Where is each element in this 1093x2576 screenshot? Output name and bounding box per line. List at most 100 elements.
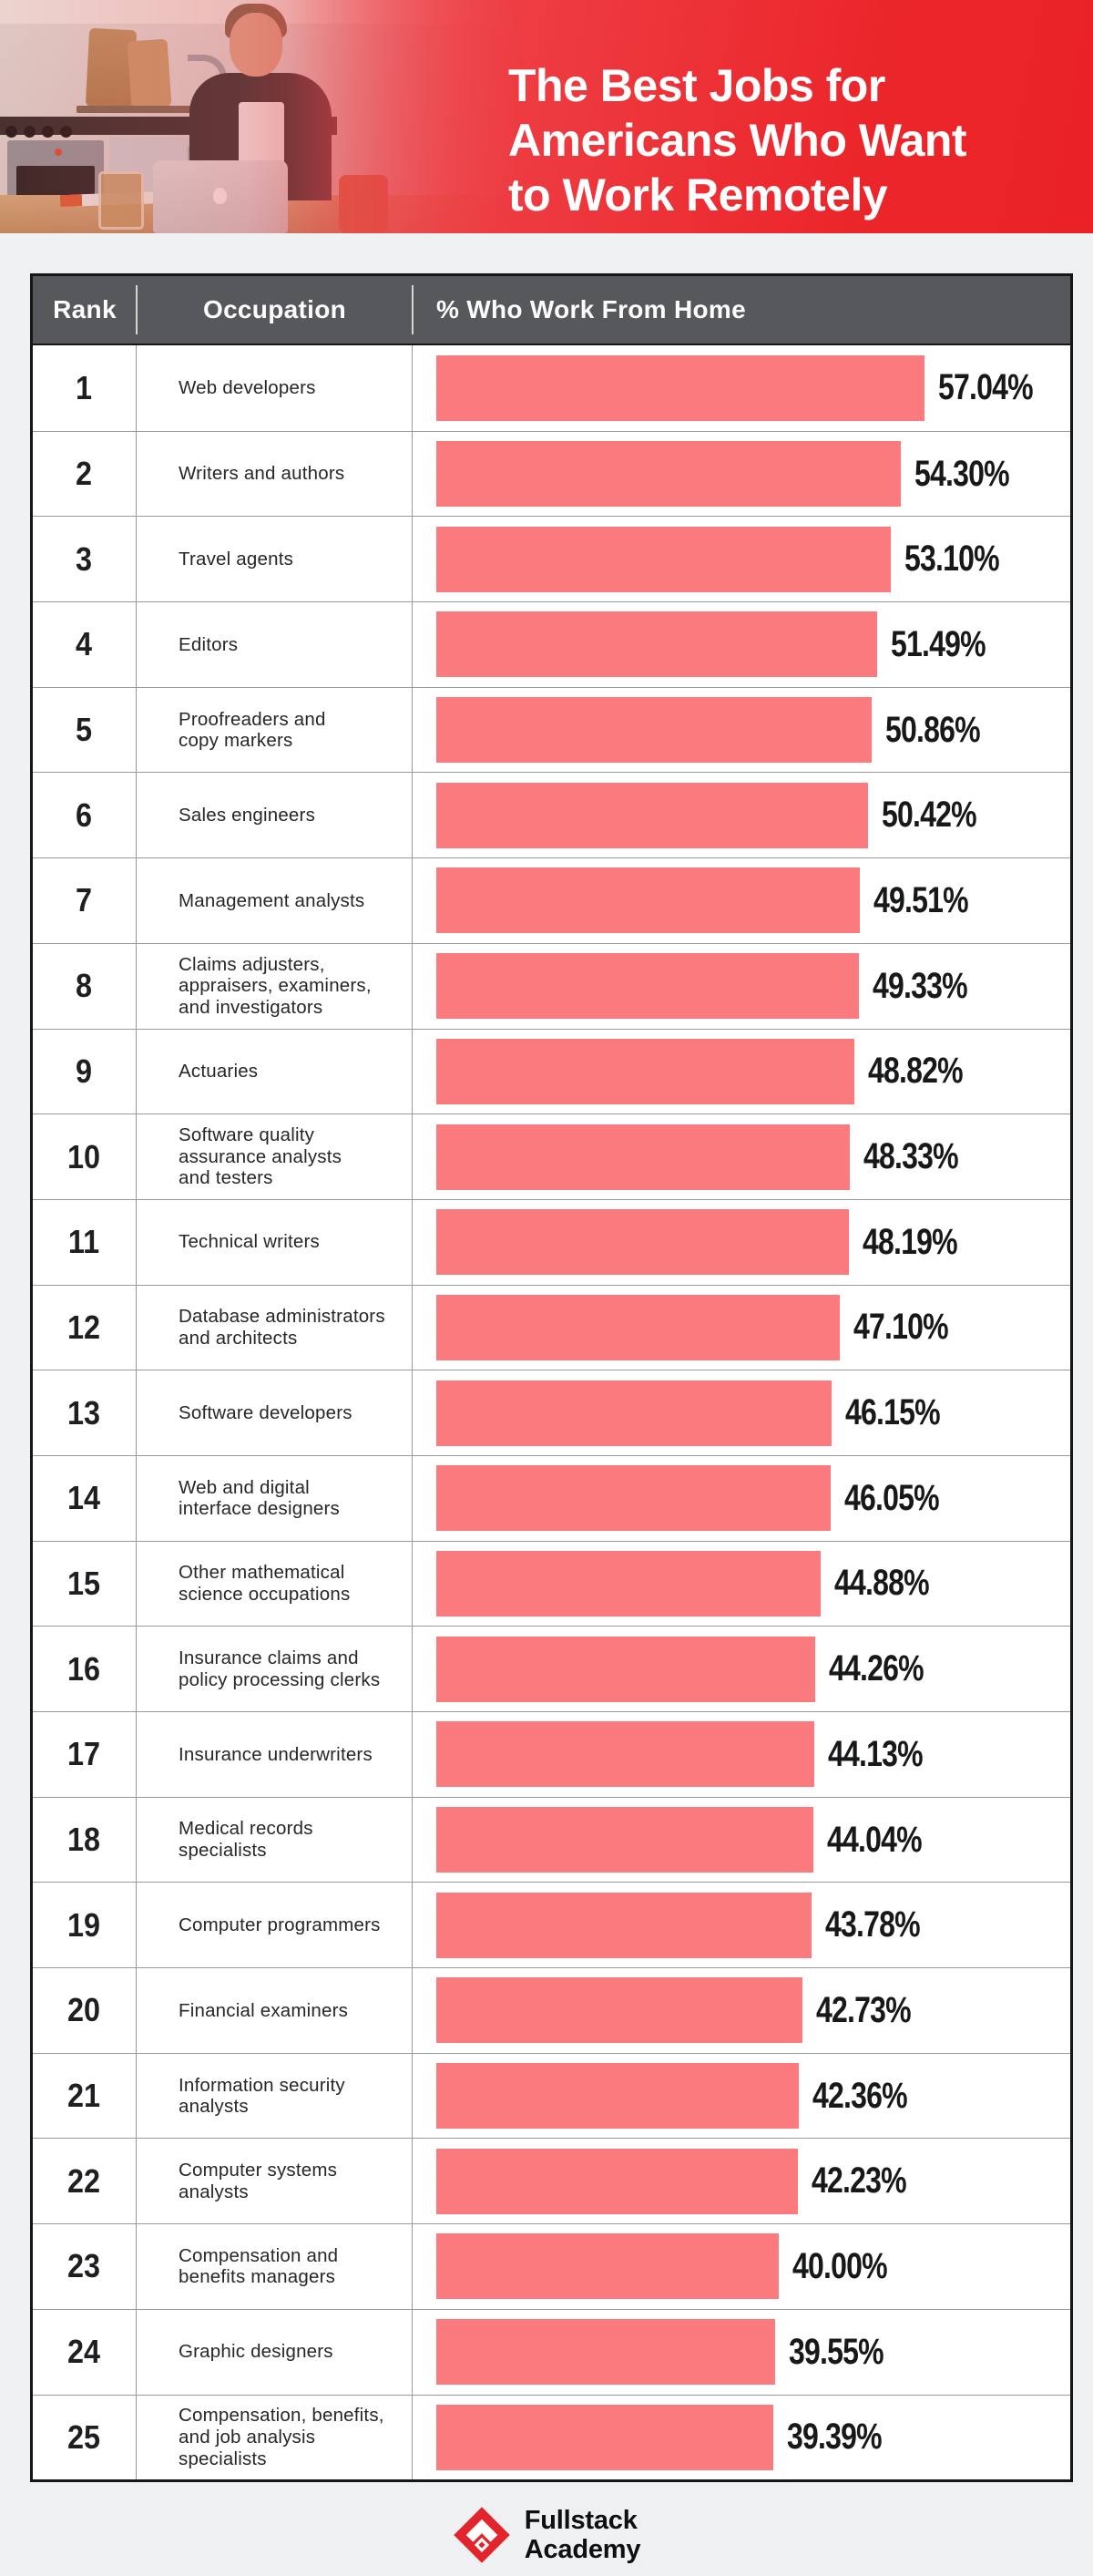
page-title-line: to Work Remotely bbox=[508, 169, 888, 221]
ranking-table: Rank Occupation % Who Work From Home 1 W… bbox=[30, 273, 1073, 2483]
column-header-percent: % Who Work From Home bbox=[436, 295, 746, 323]
rank-cell: 8 bbox=[33, 943, 137, 1029]
rank-cell: 16 bbox=[33, 1627, 137, 1711]
percent-bar bbox=[436, 1807, 813, 1873]
table-row: 9 Actuaries 48.82% bbox=[33, 1028, 1070, 1114]
percent-bar bbox=[436, 1892, 812, 1958]
rank-value: 9 bbox=[76, 1052, 93, 1090]
occupation-cell: Management analysts bbox=[137, 858, 413, 943]
table-row: 16 Insurance claims and policy processin… bbox=[33, 1626, 1070, 1711]
occupation-cell: Information security analysts bbox=[137, 2053, 413, 2139]
bar-cell: 44.04% bbox=[413, 1798, 1070, 1883]
percent-bar bbox=[436, 611, 877, 678]
occupation-cell: Writers and authors bbox=[137, 431, 413, 517]
table-row: 25 Compensation, benefits, and job analy… bbox=[33, 2394, 1070, 2480]
rank-value: 7 bbox=[76, 881, 93, 919]
percent-value-label: 42.36% bbox=[812, 2075, 908, 2116]
brand-name-line: Fullstack bbox=[524, 2506, 638, 2536]
rank-cell: 4 bbox=[33, 602, 137, 687]
table-row: 17 Insurance underwriters 44.13% bbox=[33, 1711, 1070, 1797]
percent-value-label: 47.10% bbox=[853, 1307, 949, 1348]
banner: The Best Jobs for Americans Who Want to … bbox=[0, 0, 1093, 233]
rank-value: 13 bbox=[67, 1393, 101, 1432]
banner-photo bbox=[0, 0, 583, 233]
rank-value: 10 bbox=[67, 1137, 101, 1175]
rank-value: 25 bbox=[67, 2417, 101, 2456]
percent-value-label: 40.00% bbox=[792, 2245, 888, 2286]
rank-cell: 14 bbox=[33, 1455, 137, 1541]
table-row: 19 Computer programmers 43.78% bbox=[33, 1882, 1070, 1968]
percent-value-label: 42.73% bbox=[815, 1989, 912, 2030]
bar-cell: 51.49% bbox=[413, 602, 1070, 687]
percent-bar bbox=[436, 2319, 775, 2386]
table-row: 2 Writers and authors 54.30% bbox=[33, 430, 1070, 517]
percent-value-label: 44.88% bbox=[833, 1563, 930, 1604]
percent-bar bbox=[436, 526, 892, 592]
occupation-cell: Proofreaders and copy markers bbox=[137, 687, 413, 773]
percent-bar bbox=[436, 953, 859, 1020]
percent-value-label: 51.49% bbox=[891, 623, 986, 664]
rank-cell: 23 bbox=[33, 2224, 137, 2309]
rank-value: 11 bbox=[68, 1223, 100, 1261]
table-row: 13 Software developers 46.15% bbox=[33, 1370, 1070, 1455]
percent-bar bbox=[436, 782, 868, 848]
rank-cell: 21 bbox=[33, 2053, 137, 2139]
rank-cell: 6 bbox=[33, 773, 137, 858]
rank-cell: 25 bbox=[33, 2395, 137, 2480]
rank-value: 23 bbox=[67, 2247, 101, 2285]
table-row: 24 Graphic designers 39.55% bbox=[33, 2308, 1070, 2395]
percent-bar bbox=[436, 441, 902, 508]
occupation-cell: Financial examiners bbox=[137, 1968, 413, 2053]
occupation-cell: Other mathematical science occupations bbox=[137, 1541, 413, 1627]
fullstack-academy-logo-icon bbox=[453, 2507, 510, 2563]
percent-bar bbox=[436, 1038, 854, 1104]
rank-value: 22 bbox=[67, 2161, 101, 2200]
table-row: 7 Management analysts 49.51% bbox=[33, 857, 1070, 943]
bar-cell: 48.82% bbox=[413, 1030, 1070, 1114]
percent-value-label: 44.13% bbox=[827, 1733, 924, 1774]
percent-bar bbox=[436, 697, 873, 764]
percent-value-label: 57.04% bbox=[938, 367, 1034, 408]
percent-bar bbox=[436, 1209, 849, 1276]
bar-cell: 44.13% bbox=[413, 1712, 1070, 1797]
column-header-rank: Rank bbox=[33, 295, 137, 324]
rank-cell: 9 bbox=[33, 1029, 137, 1114]
column-header-occupation: Occupation bbox=[137, 295, 413, 324]
table-row: 3 Travel agents 53.10% bbox=[33, 516, 1070, 602]
bar-cell: 50.42% bbox=[413, 773, 1070, 857]
bar-cell: 48.33% bbox=[413, 1114, 1070, 1199]
percent-value-label: 44.04% bbox=[826, 1819, 923, 1860]
percent-value-label: 50.86% bbox=[885, 709, 981, 750]
rank-cell: 20 bbox=[33, 1968, 137, 2053]
bar-cell: 47.10% bbox=[413, 1286, 1070, 1370]
bar-cell: 42.36% bbox=[413, 2054, 1070, 2139]
percent-bar bbox=[436, 1124, 851, 1190]
occupation-cell: Insurance underwriters bbox=[137, 1712, 413, 1797]
occupation-cell: Software quality assurance analysts and … bbox=[137, 1114, 413, 1199]
bar-cell: 42.73% bbox=[413, 1968, 1070, 2053]
rank-cell: 22 bbox=[33, 2139, 137, 2224]
bar-cell: 46.15% bbox=[413, 1370, 1070, 1455]
table-row: 1 Web developers 57.04% bbox=[33, 345, 1070, 431]
rank-value: 15 bbox=[67, 1564, 101, 1602]
percent-bar bbox=[436, 2233, 779, 2300]
rank-cell: 7 bbox=[33, 858, 137, 943]
bar-cell: 50.86% bbox=[413, 688, 1070, 773]
photo-red-overlay bbox=[0, 0, 583, 233]
rank-cell: 10 bbox=[33, 1114, 137, 1199]
table-row: 5 Proofreaders and copy markers 50.86% bbox=[33, 686, 1070, 773]
percent-bar bbox=[436, 2404, 774, 2470]
rank-value: 5 bbox=[76, 711, 93, 749]
rank-cell: 18 bbox=[33, 1797, 137, 1883]
percent-bar bbox=[436, 1721, 814, 1788]
percent-value-label: 42.23% bbox=[811, 2160, 907, 2201]
bar-cell: 54.30% bbox=[413, 432, 1070, 517]
percent-bar bbox=[436, 2063, 800, 2130]
bar-cell: 42.23% bbox=[413, 2139, 1070, 2223]
rank-cell: 11 bbox=[33, 1199, 137, 1285]
percent-value-label: 43.78% bbox=[824, 1904, 921, 1945]
occupation-cell: Computer programmers bbox=[137, 1883, 413, 1968]
rank-cell: 2 bbox=[33, 431, 137, 517]
brand-name: Fullstack Academy bbox=[525, 2506, 641, 2564]
rank-cell: 19 bbox=[33, 1883, 137, 1968]
